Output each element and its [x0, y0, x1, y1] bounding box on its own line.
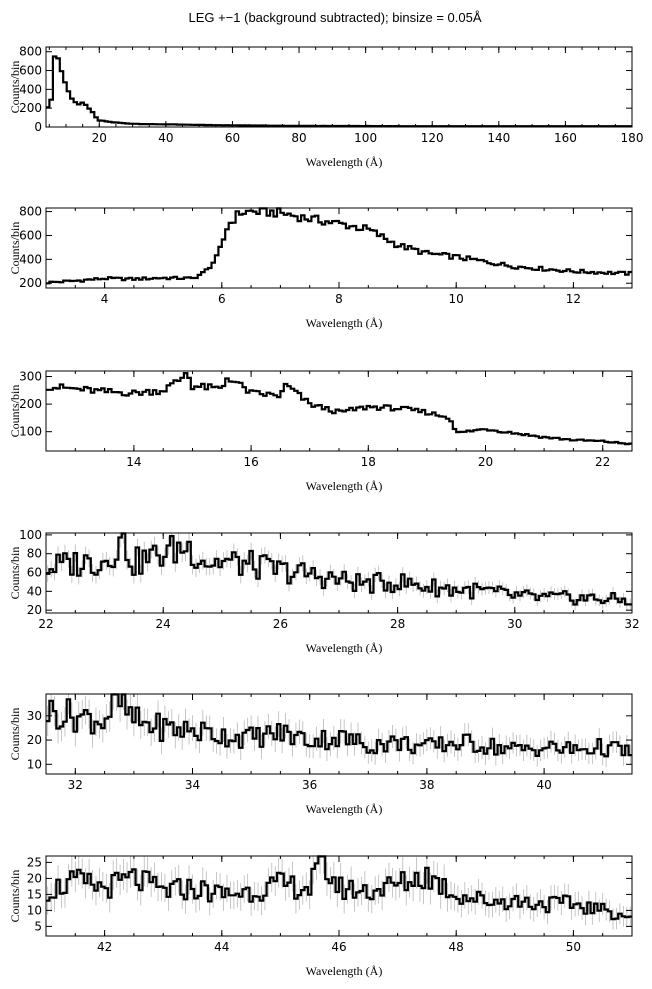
x-tick-label: 28 [390, 617, 405, 631]
y-tick-label: 600 [19, 64, 42, 78]
x-tick-label: 36 [302, 778, 317, 792]
x-tick-label: 14 [126, 455, 141, 469]
y-tick-label: 20 [27, 603, 42, 617]
y-axis-label: Counts/bin [8, 708, 22, 761]
y-axis-label: Counts/bin [8, 385, 22, 438]
x-tick-label: 50 [566, 940, 581, 954]
x-tick-label: 34 [185, 778, 200, 792]
x-tick-label: 160 [554, 131, 577, 145]
y-tick-label: 400 [19, 252, 42, 266]
x-tick-label: 18 [361, 455, 376, 469]
spectrum-series [46, 207, 632, 285]
x-axis-label: Wavelength (Å) [306, 155, 383, 169]
y-tick-label: 20 [27, 733, 42, 747]
panels: 20 40 60 80 100 120 140 160 180 0 200 400 600 800 Wave… [8, 45, 643, 978]
panel-4: 22 24 26 28 30 32 20 40 60 80 100 Wavelength (Å) Cou… [8, 528, 640, 655]
y-tick-label: 40 [27, 584, 42, 598]
y-tick-label: 15 [27, 887, 42, 901]
y-tick-label: 800 [19, 45, 42, 59]
x-tick-label: 26 [273, 617, 288, 631]
y-tick-label: 200 [19, 397, 42, 411]
y-tick-label: 0 [34, 120, 42, 134]
y-tick-label: 600 [19, 228, 42, 242]
y-tick-label: 5 [34, 919, 42, 933]
x-axis-label: Wavelength (Å) [306, 802, 383, 816]
x-tick-label: 80 [291, 131, 306, 145]
spectrum-series [46, 855, 632, 921]
x-tick-label: 180 [621, 131, 644, 145]
y-tick-label: 200 [19, 276, 42, 290]
spectrum-series [46, 55, 632, 128]
spectrum-series [46, 372, 632, 446]
x-tick-label: 20 [478, 455, 493, 469]
spectrum-series [46, 693, 632, 758]
panel-5: 32 34 36 38 40 10 20 30 Wavelength (Å) Counts/bin [8, 693, 633, 816]
x-tick-label: 42 [97, 940, 112, 954]
x-axis-label: Wavelength (Å) [306, 479, 383, 493]
y-axis-label: Counts/bin [8, 61, 22, 114]
y-tick-label: 800 [19, 205, 42, 219]
figure-title: LEG +−1 (background subtracted); binsize… [188, 10, 481, 25]
x-axis-label: Wavelength (Å) [306, 641, 383, 655]
x-tick-label: 38 [419, 778, 434, 792]
x-tick-label: 40 [536, 778, 551, 792]
y-tick-label: 80 [27, 547, 42, 561]
x-tick-label: 10 [449, 292, 464, 306]
y-tick-label: 30 [27, 709, 42, 723]
panel-1: 20 40 60 80 100 120 140 160 180 0 200 400 600 800 Wave… [8, 45, 643, 169]
y-tick-label: 400 [19, 82, 42, 96]
y-tick-label: 100 [19, 528, 42, 542]
y-axis-label: Counts/bin [8, 222, 22, 275]
y-tick-label: 10 [27, 757, 42, 771]
x-tick-label: 140 [487, 131, 510, 145]
x-tick-label: 40 [158, 131, 173, 145]
x-tick-label: 22 [38, 617, 53, 631]
x-tick-label: 12 [566, 292, 581, 306]
x-tick-label: 16 [243, 455, 258, 469]
x-tick-label: 8 [335, 292, 343, 306]
y-tick-label: 25 [27, 855, 42, 869]
y-axis-label: Counts/bin [8, 870, 22, 923]
x-tick-label: 60 [225, 131, 240, 145]
x-axis-label: Wavelength (Å) [306, 316, 383, 330]
x-axis-label: Wavelength (Å) [306, 964, 383, 978]
x-tick-label: 120 [421, 131, 444, 145]
spectrum-series [46, 532, 632, 606]
x-tick-label: 32 [68, 778, 83, 792]
panel-6: 42 44 46 48 50 5 10 15 20 25 Wavelength (Å) Counts/… [8, 855, 633, 978]
x-tick-label: 4 [101, 292, 109, 306]
x-tick-label: 48 [449, 940, 464, 954]
y-tick-label: 300 [19, 370, 42, 384]
x-tick-label: 24 [156, 617, 171, 631]
y-axis-label: Counts/bin [8, 547, 22, 600]
y-tick-label: 100 [19, 425, 42, 439]
y-tick-label: 20 [27, 871, 42, 885]
x-tick-label: 22 [595, 455, 610, 469]
panel-3: 14 16 18 20 22 100 200 300 Wavelength (Å) Counts/… [8, 370, 633, 493]
x-tick-label: 32 [624, 617, 639, 631]
y-tick-label: 200 [19, 101, 42, 115]
x-tick-label: 44 [214, 940, 229, 954]
x-tick-label: 30 [507, 617, 522, 631]
x-tick-label: 100 [354, 131, 377, 145]
x-tick-label: 46 [331, 940, 346, 954]
panel-2: 4 6 8 10 12 200 400 600 800 Wavelength (Å) Counts/… [8, 205, 633, 330]
plot-frame [45, 46, 633, 128]
x-tick-label: 20 [92, 131, 107, 145]
x-tick-label: 6 [218, 292, 226, 306]
y-tick-label: 10 [27, 903, 42, 917]
y-tick-label: 60 [27, 566, 42, 580]
